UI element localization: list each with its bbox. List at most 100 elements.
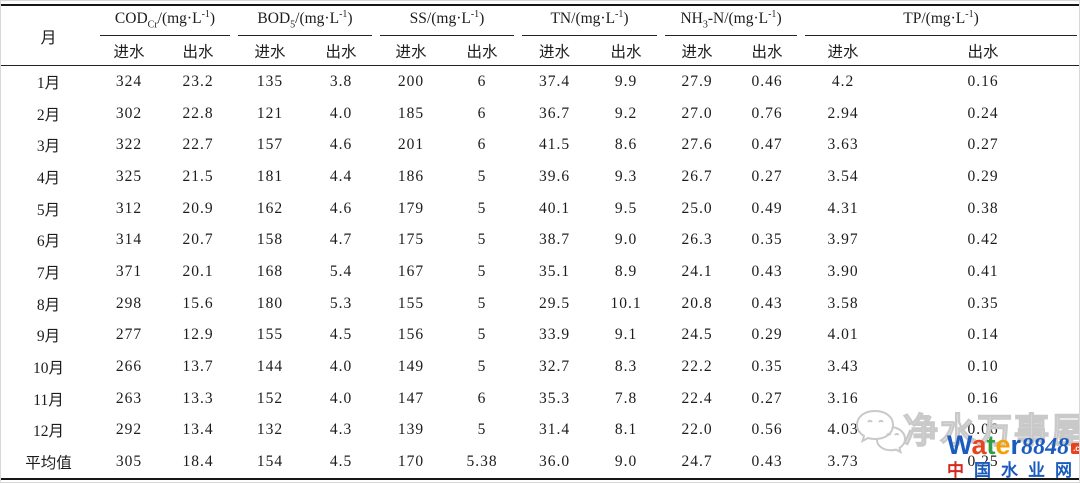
table-cell: 40.1 [538,199,571,217]
table-cell: 13.3 [182,389,214,407]
table-row: 9月 277 12.9 155 4.5 156 5 33.9 9.1 24.5 0.29 4.01 0.… [1,320,1079,352]
col-header-month: 月 [1,5,96,66]
table-cell: 35.3 [538,389,571,407]
table-cell: 155 [397,294,425,312]
table-cell: 162 [256,199,284,217]
table-cell: 181 [256,167,284,185]
table-cell: 157 [256,136,284,154]
group-label: TN [550,9,572,27]
table-cell: 156 [397,326,425,344]
table-cell: 0.16 [967,389,999,407]
header-sub-row: 进水 出水 进水 出水 进水 出水 进水 出水 进水 出水 进水 出水 [1,36,1079,66]
table-row: 2月 302 22.8 121 4.0 185 6 36.7 9.2 27.0 0.76 2.94 0.… [1,98,1079,130]
table-cell: 6 [477,72,487,90]
table-cell: 0.10 [967,358,999,376]
table-cell: 9.0 [614,453,638,471]
table-cell: 25.0 [681,199,713,217]
table-cell: 201 [397,136,425,154]
table-cell: 302 [115,104,143,122]
subheader-ss-out: 出水 [446,36,519,66]
table-cell: 0.49 [751,199,783,217]
table-cell: 314 [115,231,143,249]
row-month-label: 1月 [36,74,61,92]
table-cell: 0.43 [751,262,783,280]
table-cell: 8.1 [614,421,638,439]
table-cell: 10.1 [610,294,642,312]
table-row: 5月 312 20.9 162 4.6 179 5 40.1 9.5 25.0 0.49 4.31 0.… [1,193,1079,225]
table-cell: 8.6 [614,136,638,154]
subheader-bod-in: 进水 [234,36,306,66]
table-row: 平均值 305 18.4 154 4.5 170 5.38 36.0 9.0 24.7 0.43 3.… [1,446,1079,479]
table-cell: 263 [115,389,143,407]
table-cell: 0.35 [751,358,783,376]
table-cell: 4.3 [329,421,353,439]
table-cell: 20.9 [182,199,214,217]
group-label: NH [680,9,703,27]
table-cell: 0.35 [751,231,783,249]
table-cell: 22.4 [681,389,713,407]
table-cell: 0.76 [751,104,783,122]
table-cell: 3.8 [329,72,353,90]
table-cell: 4.31 [827,199,859,217]
table-cell: 121 [256,104,284,122]
table-cell: 325 [115,167,143,185]
table-cell: 200 [397,72,425,90]
table-cell: 5.4 [329,262,353,280]
table-cell: 5 [477,326,487,344]
table-cell: 0.14 [967,326,999,344]
table-cell: 9.9 [614,72,638,90]
table-cell: 9.5 [614,199,638,217]
table-cell: 13.4 [182,421,214,439]
table-cell: 35.1 [538,262,571,280]
subheader-tp-out: 出水 [885,36,1079,66]
table-cell: 3.54 [827,167,859,185]
table-row: 4月 325 21.5 181 4.4 186 5 39.6 9.3 26.7 0.27 3.54 0.… [1,161,1079,193]
table-cell: 266 [115,358,143,376]
subheader-ss-in: 进水 [376,36,446,66]
table-cell: 168 [256,262,284,280]
table-cell: 20.8 [681,294,713,312]
table-cell: 186 [397,167,425,185]
table-cell: 139 [397,421,425,439]
table-cell: 4.6 [329,136,353,154]
table-cell: 155 [256,326,284,344]
table-cell: 23.2 [182,72,214,90]
table-cell: 4.6 [329,199,353,217]
table-cell: 371 [115,262,143,280]
table-cell: 3.16 [827,389,859,407]
row-month-label: 12月 [32,423,64,441]
table-cell: 170 [397,453,425,471]
table-cell: 0.27 [967,136,999,154]
table-cell: 5 [477,262,487,280]
table-cell: 0.38 [967,199,999,217]
table-cell: 0.43 [751,294,783,312]
table-cell: 38.7 [538,231,571,249]
table-cell: 26.3 [681,231,713,249]
subheader-bod-out: 出水 [306,36,376,66]
table-cell: 12.9 [182,326,214,344]
table-cell: 9.2 [614,104,638,122]
row-month-label: 9月 [36,328,61,346]
table-row: 12月 292 13.4 132 4.3 139 5 31.4 8.1 22.0 0.56 4.03 0… [1,415,1079,447]
table-cell: 167 [397,262,425,280]
col-group-ss: SS/(mg·L-1) [376,5,518,36]
table-cell: 31.4 [538,421,571,439]
table-cell: 0.29 [967,167,999,185]
table-cell: 175 [397,231,425,249]
col-group-cod: CODCr/(mg·L-1) [96,5,234,36]
table-cell: 22.0 [681,421,713,439]
col-group-bod: BOD5/(mg·L-1) [234,5,376,36]
table-cell: 0.29 [751,326,783,344]
table-cell: 9.0 [614,231,638,249]
table-cell: 5 [477,358,487,376]
table-cell: 6 [477,136,487,154]
table-cell: 22.8 [182,104,214,122]
table-cell: 132 [256,421,284,439]
row-month-label: 10月 [32,360,64,378]
table-cell: 185 [397,104,425,122]
table-cell: 3.97 [827,231,859,249]
table-cell: 292 [115,421,143,439]
subheader-tn-out: 出水 [591,36,662,66]
table-cell: 0.56 [751,421,783,439]
table-cell: 15.6 [182,294,214,312]
